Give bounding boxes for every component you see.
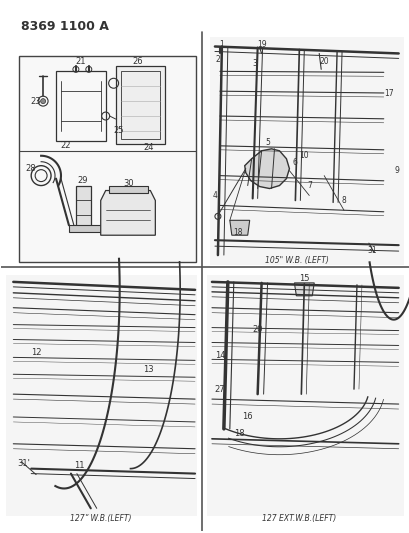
Text: 10: 10 <box>299 151 308 160</box>
Polygon shape <box>229 220 249 235</box>
Text: 7: 7 <box>306 181 311 190</box>
Text: 8369 1100 A: 8369 1100 A <box>21 20 109 33</box>
Polygon shape <box>76 185 90 230</box>
Text: 127ʺ W.B.(LEFT): 127ʺ W.B.(LEFT) <box>70 514 131 523</box>
Text: 20: 20 <box>252 325 262 334</box>
Text: 22: 22 <box>61 141 71 150</box>
Text: 2: 2 <box>215 55 220 64</box>
Polygon shape <box>294 283 313 296</box>
Text: 4: 4 <box>212 191 217 200</box>
Text: 6: 6 <box>292 158 297 167</box>
Bar <box>209 37 402 265</box>
Polygon shape <box>101 190 155 235</box>
Text: 8: 8 <box>341 196 346 205</box>
Text: 23: 23 <box>31 96 41 106</box>
Polygon shape <box>115 67 165 144</box>
Text: 12: 12 <box>31 348 42 357</box>
Text: 1: 1 <box>219 40 224 49</box>
Text: 105" W.B. (LEFT): 105" W.B. (LEFT) <box>265 255 328 264</box>
Text: 17: 17 <box>383 88 393 98</box>
Text: 25: 25 <box>113 126 124 135</box>
Circle shape <box>40 99 45 103</box>
Polygon shape <box>69 225 101 232</box>
Text: 15: 15 <box>298 274 309 284</box>
Bar <box>7 275 197 516</box>
Text: 31': 31' <box>17 459 29 468</box>
Text: 24: 24 <box>143 143 153 152</box>
Text: 16: 16 <box>242 413 252 422</box>
Polygon shape <box>244 149 289 189</box>
Text: 26: 26 <box>132 57 142 66</box>
Text: 31: 31 <box>366 246 376 255</box>
Text: 18: 18 <box>234 430 245 438</box>
Text: 27: 27 <box>213 385 224 394</box>
Text: 18: 18 <box>232 228 242 237</box>
Text: 5: 5 <box>265 139 270 147</box>
Text: 13: 13 <box>143 365 153 374</box>
Bar <box>207 275 402 516</box>
Text: 3: 3 <box>252 59 256 68</box>
Text: 30: 30 <box>123 179 133 188</box>
Text: 14: 14 <box>214 351 225 360</box>
Polygon shape <box>108 185 148 193</box>
Text: 19: 19 <box>256 40 266 49</box>
Text: 21: 21 <box>75 57 86 66</box>
Text: 11: 11 <box>74 461 84 470</box>
Text: 28: 28 <box>26 164 36 173</box>
Text: 127 EXT.W.B.(LEFT): 127 EXT.W.B.(LEFT) <box>262 514 336 523</box>
Bar <box>19 56 196 262</box>
Text: 9: 9 <box>393 166 398 175</box>
Text: 29: 29 <box>77 176 88 185</box>
Text: 20: 20 <box>319 57 328 66</box>
